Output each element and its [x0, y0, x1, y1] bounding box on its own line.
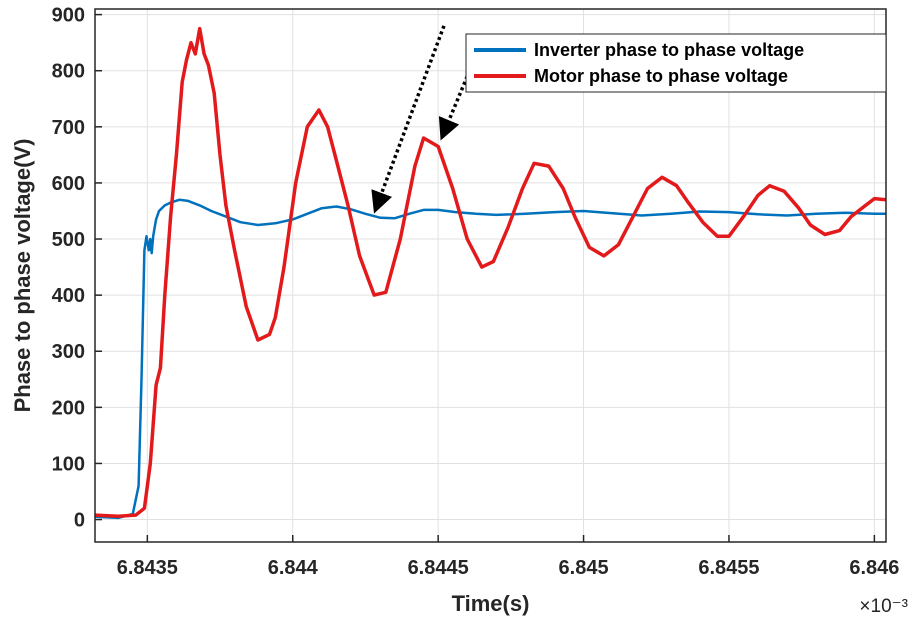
y-tick-label: 800 [52, 61, 85, 83]
x-tick-label: 6.846 [849, 557, 899, 579]
x-axis-ticks: 6.8435 6.844 6.8445 6.845 6.8455 6.846 [117, 535, 899, 579]
y-tick-label: 200 [52, 397, 85, 419]
annotation-arrows [371, 25, 469, 214]
x-tick-label: 6.8455 [698, 557, 759, 579]
y-tick-label: 300 [52, 341, 85, 363]
legend-label-inverter: Inverter phase to phase voltage [534, 40, 804, 60]
y-tick-label: 400 [52, 285, 85, 307]
y-tick-label: 700 [52, 117, 85, 139]
series-layer [95, 26, 886, 520]
y-tick-label: 0 [74, 510, 85, 532]
y-axis-label: Phase to phase voltage(V) [10, 139, 35, 413]
x-axis-label: Time(s) [452, 591, 530, 616]
series-line-inverter [95, 198, 886, 520]
annotation-arrow [371, 25, 446, 214]
legend: Inverter phase to phase voltage Motor ph… [465, 33, 887, 93]
legend-label-motor: Motor phase to phase voltage [534, 66, 788, 86]
y-axis-ticks: 0 100 200 300 400 500 600 700 800 900 [52, 5, 102, 532]
grid [95, 9, 886, 542]
x-tick-label: 6.8445 [408, 557, 469, 579]
y-tick-label: 600 [52, 173, 85, 195]
plot-frame [94, 8, 887, 543]
y-tick-label: 900 [52, 5, 85, 27]
x-tick-label: 6.8435 [117, 557, 178, 579]
x-tick-label: 6.845 [559, 557, 609, 579]
y-tick-label: 100 [52, 453, 85, 475]
x-tick-label: 6.844 [268, 557, 319, 579]
annotation-arrow [438, 75, 469, 141]
y-tick-label: 500 [52, 229, 85, 251]
series-line-motor [95, 26, 886, 518]
x-axis-exponent: ×10⁻³ [859, 596, 908, 617]
legend-box [465, 33, 887, 93]
